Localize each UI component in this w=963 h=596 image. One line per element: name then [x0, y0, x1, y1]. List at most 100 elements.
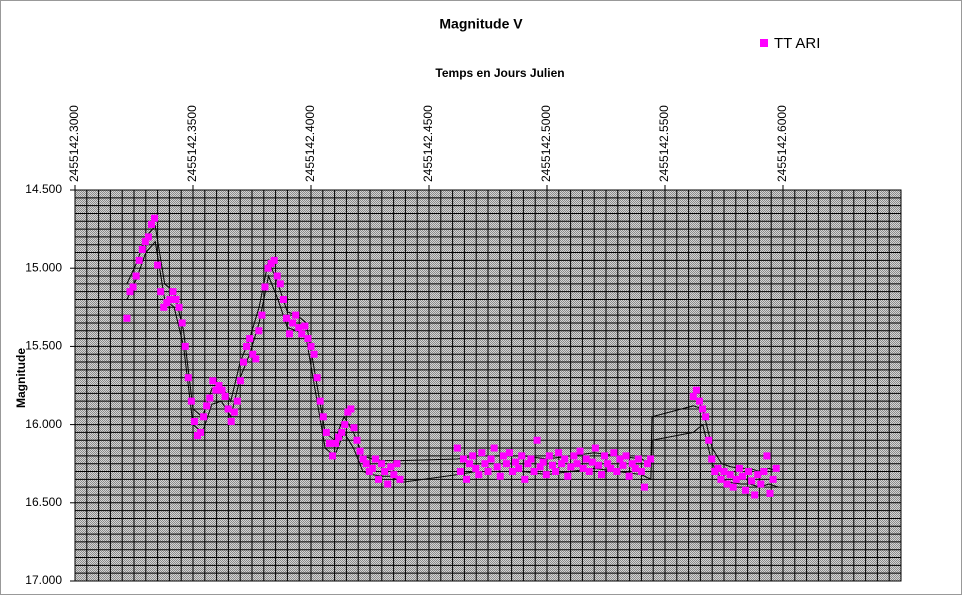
data-point — [132, 272, 140, 280]
data-point — [282, 314, 290, 322]
data-point — [338, 428, 346, 436]
data-point — [726, 471, 734, 479]
data-point — [720, 468, 728, 476]
data-point — [705, 436, 713, 444]
data-point — [757, 480, 765, 488]
data-point — [717, 475, 725, 483]
data-point — [221, 392, 229, 400]
chart-title: Magnitude V — [439, 16, 523, 32]
x-tick-label: 2455142.6000 — [775, 105, 789, 182]
data-point — [738, 472, 746, 480]
data-point — [631, 464, 639, 472]
data-point — [378, 460, 386, 468]
data-point — [227, 417, 235, 425]
data-point — [341, 421, 349, 429]
data-point — [505, 449, 513, 457]
data-point — [209, 377, 217, 385]
data-point — [325, 439, 333, 447]
data-point — [316, 397, 324, 405]
data-point — [261, 283, 269, 291]
data-point — [258, 311, 266, 319]
data-point — [588, 458, 596, 466]
plot-border — [74, 189, 902, 582]
data-point — [203, 402, 211, 410]
data-point — [374, 475, 382, 483]
data-point — [564, 472, 572, 480]
data-point — [387, 463, 395, 471]
data-point — [484, 468, 492, 476]
data-point — [187, 397, 195, 405]
data-point — [160, 303, 168, 311]
data-point — [741, 486, 749, 494]
data-point — [147, 220, 155, 228]
data-point — [751, 491, 759, 499]
data-point — [126, 288, 134, 296]
data-point — [368, 464, 376, 472]
data-point — [647, 455, 655, 463]
data-point — [622, 452, 630, 460]
data-point — [573, 460, 581, 468]
data-point — [585, 468, 593, 476]
y-tick-label: 17.000 — [25, 573, 62, 587]
data-point — [576, 447, 584, 455]
data-point — [144, 233, 152, 241]
data-point — [190, 417, 198, 425]
data-point — [249, 350, 257, 358]
data-point — [644, 460, 652, 468]
x-axis-title: Temps en Jours Julien — [435, 66, 564, 80]
y-tick-label: 14.500 — [25, 182, 62, 196]
data-point — [490, 444, 498, 452]
data-point — [353, 436, 361, 444]
data-point — [218, 386, 226, 394]
data-point — [270, 256, 278, 264]
data-point — [459, 455, 467, 463]
data-point — [233, 397, 241, 405]
data-point — [493, 463, 501, 471]
legend-label: TT ARI — [774, 35, 820, 52]
data-point — [390, 471, 398, 479]
data-point — [527, 455, 535, 463]
data-point — [772, 464, 780, 472]
data-point — [732, 475, 740, 483]
data-point — [200, 413, 208, 421]
data-point — [273, 272, 281, 280]
data-point — [172, 295, 180, 303]
data-point — [279, 295, 287, 303]
data-point — [536, 463, 544, 471]
data-point — [689, 392, 697, 400]
data-point — [371, 455, 379, 463]
data-point — [567, 463, 575, 471]
data-point — [628, 460, 636, 468]
data-point — [335, 433, 343, 441]
data-point — [555, 449, 563, 457]
data-point — [175, 303, 183, 311]
data-point — [610, 449, 618, 457]
data-point — [613, 468, 621, 476]
data-point — [151, 214, 159, 222]
data-point — [533, 436, 541, 444]
data-point — [634, 455, 642, 463]
data-point — [453, 444, 461, 452]
data-point — [729, 483, 737, 491]
data-point — [319, 413, 327, 421]
data-point — [591, 444, 599, 452]
x-tick-label: 2455142.3000 — [67, 105, 81, 182]
data-point — [264, 264, 272, 272]
data-point — [240, 358, 248, 366]
data-point — [166, 295, 174, 303]
data-point — [123, 314, 131, 322]
data-point — [561, 455, 569, 463]
data-point — [396, 475, 404, 483]
data-point — [169, 288, 177, 296]
y-tick-label: 16.000 — [25, 417, 62, 431]
data-point — [502, 460, 510, 468]
data-point — [616, 455, 624, 463]
data-point — [692, 386, 700, 394]
y-tick-label: 16.500 — [25, 495, 62, 509]
data-point — [637, 468, 645, 476]
data-point — [384, 480, 392, 488]
data-point — [393, 460, 401, 468]
data-point — [289, 319, 297, 327]
